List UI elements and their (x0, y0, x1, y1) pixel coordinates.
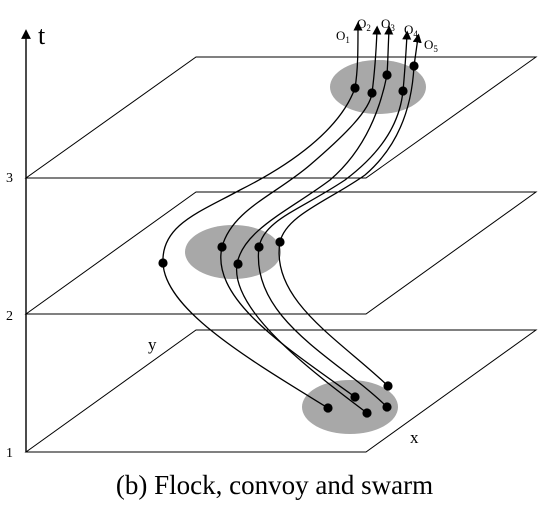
time-plane-2 (24, 191, 538, 315)
object-label-o2: O2 (357, 16, 371, 33)
x-axis-label: x (410, 428, 419, 447)
point-o3-t2 (233, 259, 243, 269)
point-o2-t3 (367, 88, 377, 98)
point-o2-t2 (217, 242, 227, 252)
trajectory-o1 (162, 21, 363, 409)
point-o3-t3 (382, 70, 392, 80)
object-label-o3: O3 (381, 16, 395, 33)
time-plane-1 (24, 329, 538, 453)
point-o5-t1 (383, 381, 393, 391)
point-o4-t1 (382, 402, 392, 412)
level-label-3: 3 (6, 171, 13, 186)
point-o4-t2 (254, 242, 264, 252)
cluster-ellipse-bottom (302, 380, 398, 434)
level-label-1: 1 (6, 446, 13, 461)
object-label-o5: O5 (424, 37, 438, 54)
point-o4-t3 (398, 86, 408, 96)
figure-caption: (b) Flock, convoy and swarm (115, 470, 434, 500)
t-axis-label: t (38, 21, 46, 50)
point-o5-t2 (275, 237, 285, 247)
point-o2-t1 (350, 392, 360, 402)
time-plane-3 (24, 56, 538, 179)
cluster-ellipse-middle (185, 225, 281, 279)
trajectory-diagram: t 1 2 3 y x O1 (6, 16, 538, 461)
point-o1-t2 (158, 258, 168, 268)
object-label-o1: O1 (336, 28, 350, 45)
point-o5-t3 (409, 61, 419, 71)
level-label-2: 2 (6, 309, 13, 324)
point-o1-t1 (323, 403, 333, 413)
object-label-o4: O4 (404, 22, 418, 39)
point-o3-t1 (362, 408, 372, 418)
y-axis-label: y (148, 335, 157, 354)
point-o1-t3 (350, 83, 360, 93)
